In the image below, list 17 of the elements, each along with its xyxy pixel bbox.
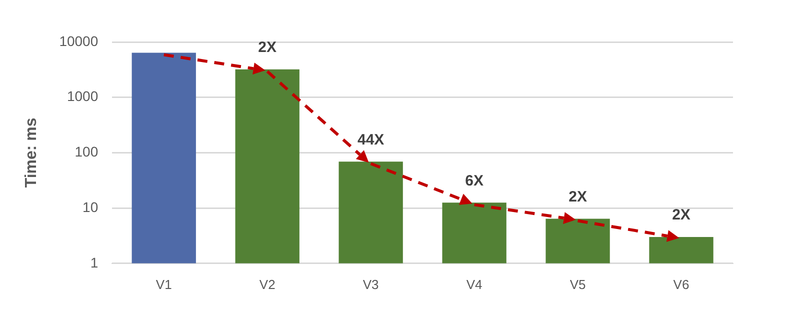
y-tick-label: 10 <box>82 198 98 215</box>
y-tick-label: 100 <box>74 144 98 160</box>
annotation: 2X <box>672 206 690 224</box>
annotation: 2X <box>568 188 587 206</box>
x-tick-label: V6 <box>673 276 690 292</box>
x-tick-label: V2 <box>259 276 276 292</box>
y-tick-label: 1000 <box>66 88 98 104</box>
annotation: 6X <box>465 172 484 190</box>
y-axis-title: Time: ms <box>23 118 40 188</box>
annotation: 44X <box>357 131 384 148</box>
y-tick-label: 10000 <box>59 32 98 49</box>
x-tick-label: V3 <box>362 276 379 292</box>
x-tick-label: V1 <box>156 276 172 292</box>
y-tick-label: 1 <box>90 254 98 270</box>
x-tick-label: V5 <box>570 276 586 292</box>
annotation: 2X <box>258 39 277 56</box>
x-tick-label: V4 <box>466 276 482 292</box>
